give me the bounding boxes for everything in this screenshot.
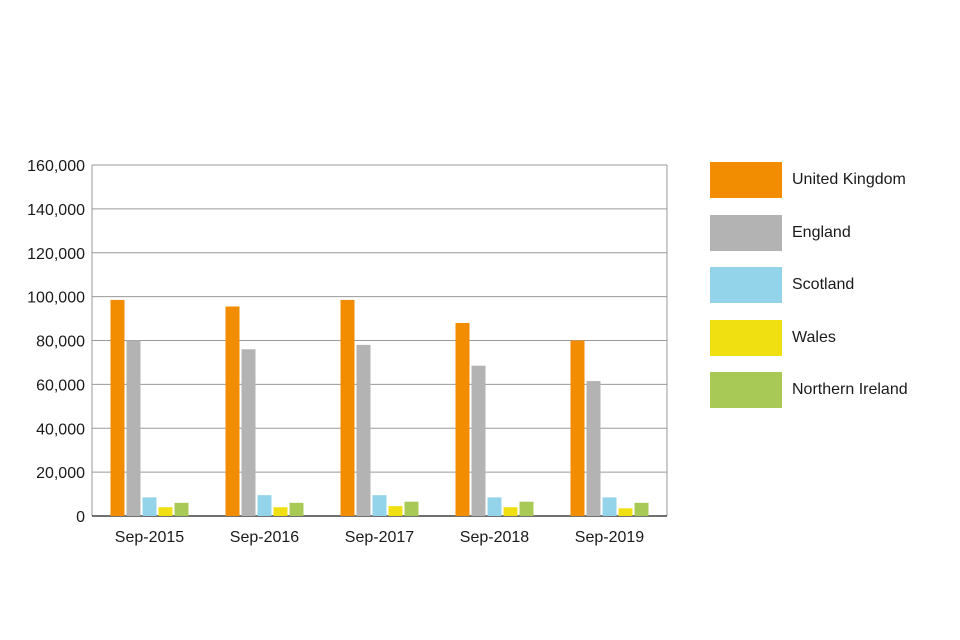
legend-label-northern-ireland: Northern Ireland (792, 381, 908, 398)
legend-item-scotland: Scotland (710, 267, 908, 303)
y-tick-label: 100,000 (27, 290, 85, 307)
y-tick-label: 80,000 (36, 334, 85, 351)
bar-wales (618, 508, 633, 516)
bar-northern-ireland (519, 501, 534, 516)
bar-united-kingdom (340, 299, 355, 516)
bar-wales (273, 507, 288, 516)
legend-swatch-england (710, 214, 782, 251)
bar-scotland (602, 497, 617, 516)
bar-northern-ireland (404, 501, 419, 516)
bar-wales (503, 507, 518, 516)
bar-united-kingdom (570, 340, 585, 516)
x-tick-label: Sep-2017 (345, 529, 414, 546)
bar-northern-ireland (174, 502, 189, 516)
legend-swatch-northern-ireland (710, 372, 782, 408)
legend-item-wales: Wales (710, 319, 908, 356)
y-tick-label: 20,000 (36, 465, 85, 482)
bar-united-kingdom (110, 299, 125, 516)
bar-england (586, 381, 601, 516)
bar-united-kingdom (225, 306, 240, 516)
legend-swatch-wales (710, 319, 782, 356)
x-tick-label: Sep-2018 (460, 529, 529, 546)
y-tick-label: 120,000 (27, 246, 85, 263)
legend-swatch-scotland (710, 267, 782, 303)
y-tick-label: 0 (76, 509, 85, 526)
legend-swatch-united-kingdom (710, 162, 782, 198)
y-tick-label: 60,000 (36, 377, 85, 394)
legend-label-wales: Wales (792, 328, 836, 346)
bar-scotland (372, 495, 387, 516)
bar-wales (158, 507, 173, 516)
legend-item-england: England (710, 214, 908, 251)
bar-united-kingdom (455, 322, 470, 516)
legend-item-northern-ireland: Northern Ireland (710, 372, 908, 408)
bar-northern-ireland (289, 502, 304, 516)
bar-england (356, 344, 371, 516)
bar-northern-ireland (634, 502, 649, 516)
bar-scotland (142, 497, 157, 516)
bar-england (126, 340, 141, 516)
x-tick-label: Sep-2016 (230, 529, 299, 546)
y-tick-label: 160,000 (27, 158, 85, 175)
legend-label-scotland: Scotland (792, 276, 855, 293)
legend-label-united-kingdom: United Kingdom (792, 171, 906, 188)
y-tick-label: 40,000 (36, 421, 85, 438)
bar-england (471, 365, 486, 516)
y-tick-label: 140,000 (27, 202, 85, 219)
bar-scotland (257, 495, 272, 516)
bar-scotland (487, 497, 502, 516)
bar-wales (388, 506, 403, 516)
legend-label-england: England (792, 223, 851, 241)
legend-item-united-kingdom: United Kingdom (710, 162, 908, 198)
x-tick-label: Sep-2015 (115, 529, 184, 546)
bar-england (241, 349, 256, 516)
x-tick-label: Sep-2019 (575, 529, 644, 546)
chart-legend: United Kingdom England Scotland Wales No… (710, 162, 908, 425)
